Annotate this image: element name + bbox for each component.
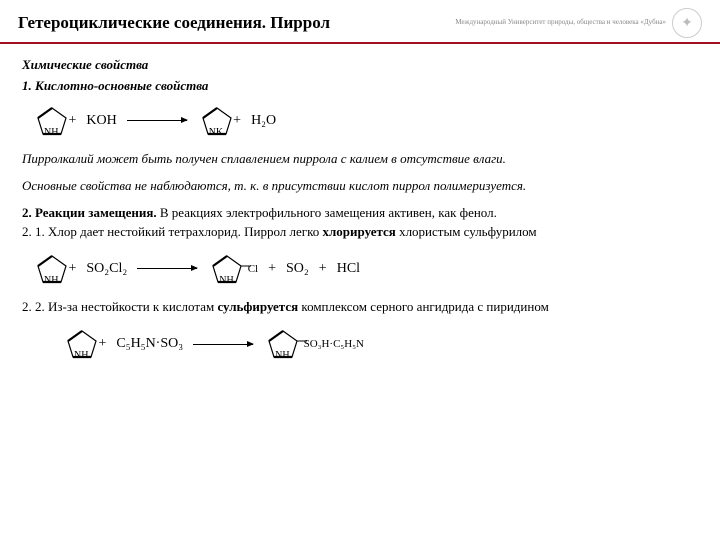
paragraph-1: Пирролкалий может быть получен сплавлени… [22,150,698,169]
s22-b: комплексом серного ангидрида с пиридином [298,299,549,314]
header: Гетероциклические соединения. Пиррол Меж… [0,0,720,44]
section-2-lead: 2. Реакции замещения. [22,205,157,220]
byproduct-hcl: HCl [337,259,360,279]
pyrrole-icon: NH [62,325,88,364]
plus-sign: + [319,259,327,279]
reagent-koh: KOH [86,111,116,131]
section-2-1end: хлористым сульфурилом [396,224,537,239]
logo-text: Международный Университет природы, общес… [455,19,666,27]
section-sub1: 1. Кислотно-основные свойства [22,77,698,96]
chloropyrrole-icon: NH Cl [207,250,258,289]
mol-label: NK [209,126,223,141]
plus-sign: + [68,259,76,279]
reagent-so2cl2: SO₂Cl₂ [86,259,127,279]
arrow-icon [137,268,197,269]
paragraph-2: Основные свойства не наблюдаются, т. к. … [22,177,698,196]
reaction-3: NH + C₅H₅N·SO₃ NH SO₃H·C₅H₅N [62,325,698,364]
plus-sign: + [68,111,76,131]
sulfo-pyrrole-icon: NH SO₃H·C₅H₅N [263,325,364,364]
byproduct-so2: SO₂ [286,259,309,279]
logo-block: Международный Университет природы, общес… [455,8,702,38]
s22-a: 2. 2. Из-за нестойкости к кислотам [22,299,217,314]
section-2-line1: 2. Реакции замещения. В реакциях электро… [22,204,698,242]
reaction-1: NH + KOH NK + H₂O [32,102,698,141]
plus-sign: + [98,334,106,354]
section-heading: Химические свойства [22,56,698,75]
mol-label: NH [74,349,88,364]
mol-label: NH [44,274,58,289]
byproduct-h2o: H₂O [251,111,276,131]
mol-label: NH [44,126,58,141]
reaction-2: NH + SO₂Cl₂ NH Cl + SO₂ + HCl [32,250,698,289]
pyrrole-nk-icon: NK [197,102,223,141]
section-2-1a: 2. 1. Хлор дает нестойкий тетрахлорид. П… [22,224,323,239]
arrow-icon [193,344,253,345]
pyrrole-icon: NH [32,250,58,289]
section-2-rest: В реакциях электрофильного замещения акт… [157,205,497,220]
plus-sign: + [268,259,276,279]
reagent-pyridine-so3: C₅H₅N·SO₃ [116,334,183,354]
page-title: Гетероциклические соединения. Пиррол [18,13,330,33]
plus-sign: + [233,111,241,131]
globe-icon: ✦ [672,8,702,38]
pyrrole-nh-icon: NH [32,102,58,141]
mol-label: NH [219,274,233,289]
section-2-2: 2. 2. Из-за нестойкости к кислотам сульф… [22,298,698,317]
arrow-icon [127,120,187,121]
content-area: Химические свойства 1. Кислотно-основные… [0,44,720,385]
so3h-label: SO₃H·C₅H₅N [304,337,364,353]
cl-label: Cl [248,262,258,278]
mol-label: NH [275,349,289,364]
s22-bold: сульфируется [217,299,298,314]
section-2-bold: хлорируется [323,224,396,239]
